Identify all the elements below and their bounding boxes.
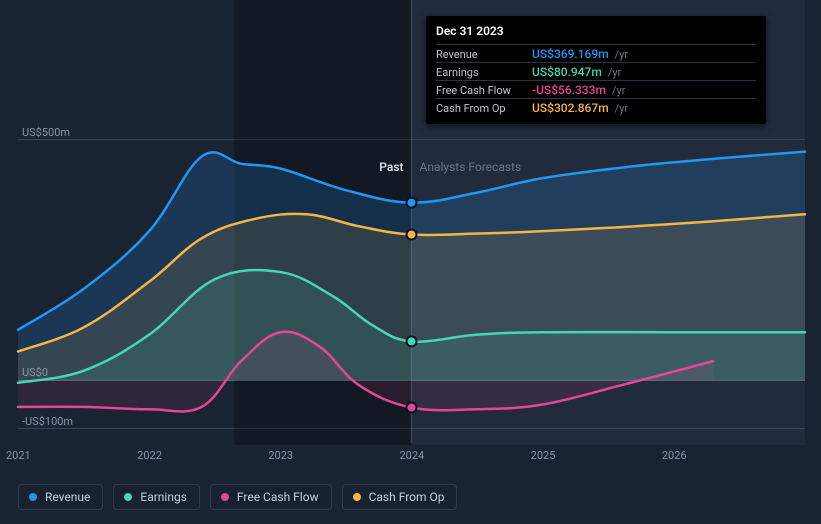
x-axis-label: 2024 xyxy=(400,449,425,462)
forecast-section-label: Analysts Forecasts xyxy=(420,160,522,174)
tooltip-metric-label: Earnings xyxy=(436,66,526,79)
chart-tooltip: Dec 31 2023 RevenueUS$369.169m/yrEarning… xyxy=(426,16,766,124)
tooltip-metric-unit: /yr xyxy=(612,84,625,97)
legend-label: Cash From Op xyxy=(369,490,445,504)
tooltip-metric-label: Free Cash Flow xyxy=(436,84,526,97)
tooltip-metric-value: US$369.169m xyxy=(532,47,609,61)
legend-item-earnings[interactable]: Earnings xyxy=(113,484,200,510)
chart-legend: Revenue Earnings Free Cash Flow Cash From O… xyxy=(18,484,457,510)
tooltip-metric-unit: /yr xyxy=(608,66,621,79)
tooltip-metric-label: Revenue xyxy=(436,48,526,61)
tooltip-metric-unit: /yr xyxy=(615,102,628,115)
legend-item-free-cash-flow[interactable]: Free Cash Flow xyxy=(210,484,332,510)
tooltip-row: Cash From Op US$302.867m/yr xyxy=(436,98,756,116)
legend-swatch xyxy=(29,493,37,501)
tooltip-metric-unit: /yr xyxy=(615,48,628,61)
y-axis-label: US$0 xyxy=(22,366,48,379)
legend-item-revenue[interactable]: Revenue xyxy=(18,484,103,510)
tooltip-metric-value: -US$56.333m xyxy=(532,83,606,97)
x-axis-label: 2023 xyxy=(268,449,293,462)
x-axis-label: 2022 xyxy=(137,449,162,462)
legend-swatch xyxy=(124,493,132,501)
legend-label: Free Cash Flow xyxy=(237,490,319,504)
y-axis-label: -US$100m xyxy=(22,415,73,428)
tooltip-metric-value: US$80.947m xyxy=(532,65,602,79)
tooltip-row: Earnings US$80.947m/yr xyxy=(436,62,756,80)
legend-label: Earnings xyxy=(140,490,187,504)
x-axis-label: 2026 xyxy=(662,449,687,462)
x-axis-label: 2025 xyxy=(531,449,556,462)
legend-swatch xyxy=(221,493,229,501)
tooltip-row: Free Cash Flow -US$56.333m/yr xyxy=(436,80,756,98)
legend-item-cash-from-op[interactable]: Cash From Op xyxy=(342,484,458,510)
x-axis-label: 2021 xyxy=(6,449,31,462)
earnings-revenue-chart: US$500m US$0 -US$100m 2021 2022 2023 2024 2025… xyxy=(0,0,821,524)
tooltip-row: Revenue US$369.169m/yr xyxy=(436,44,756,62)
tooltip-metric-label: Cash From Op xyxy=(436,102,526,115)
tooltip-metric-value: US$302.867m xyxy=(532,101,609,115)
legend-swatch xyxy=(353,493,361,501)
past-section-label: Past xyxy=(379,160,403,174)
legend-label: Revenue xyxy=(45,490,90,504)
y-axis-label: US$500m xyxy=(22,126,70,139)
tooltip-date: Dec 31 2023 xyxy=(436,24,756,42)
